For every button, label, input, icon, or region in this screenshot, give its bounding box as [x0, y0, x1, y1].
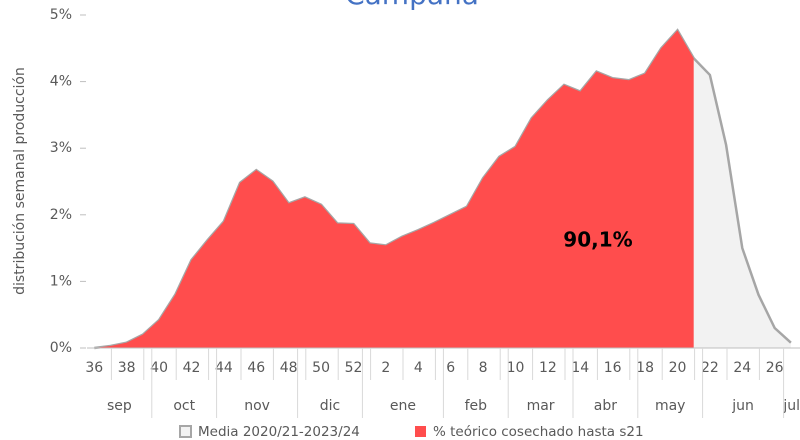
y-axis-label: distribución semanal producción	[12, 67, 28, 295]
x-tick-label: 10	[507, 360, 525, 376]
x-tick-label: 38	[118, 360, 136, 376]
area	[94, 30, 694, 349]
x-tick-label: 36	[85, 360, 103, 376]
x-tick-label: 22	[701, 360, 719, 376]
x-tick-label: 2	[381, 360, 390, 376]
y-tick-label: 5%	[50, 7, 72, 23]
month-label: jun	[731, 398, 754, 414]
x-tick-label: 8	[479, 360, 488, 376]
month-label: jul	[782, 398, 800, 414]
y-tick-label: 2%	[50, 207, 72, 223]
x-tick-label: 20	[669, 360, 687, 376]
month-label: abr	[594, 398, 617, 414]
y-tick-label: 3%	[50, 140, 72, 156]
x-tick-label: 40	[150, 360, 168, 376]
x-tick-label: 16	[604, 360, 622, 376]
x-tick-label: 48	[280, 360, 298, 376]
x-tick-label: 12	[539, 360, 557, 376]
month-label: dic	[320, 398, 340, 414]
x-tick-label: 44	[215, 360, 233, 376]
legend-label: Media 2020/21-2023/24	[198, 424, 360, 440]
x-tick-label: 50	[312, 360, 330, 376]
month-label: may	[655, 398, 686, 414]
legend-label: % teórico cosechado hasta s21	[433, 424, 644, 440]
x-tick-label: 42	[183, 360, 201, 376]
chart-title: Campaña	[345, 0, 479, 11]
legend-swatch	[415, 426, 426, 437]
month-label: ene	[390, 398, 416, 414]
y-tick-label: 1%	[50, 273, 72, 289]
x-tick-label: 24	[733, 360, 751, 376]
y-tick-label: 0%	[50, 340, 72, 356]
x-tick-label: 26	[766, 360, 784, 376]
month-label: feb	[465, 398, 488, 414]
legend-swatch	[179, 425, 192, 438]
month-label: mar	[527, 398, 555, 414]
x-tick-label: 46	[247, 360, 265, 376]
x-tick-label: 6	[446, 360, 455, 376]
month-label: oct	[173, 398, 195, 414]
month-label: sep	[107, 398, 132, 414]
x-tick-label: 18	[636, 360, 654, 376]
x-tick-label: 52	[345, 360, 363, 376]
x-tick-label: 4	[414, 360, 423, 376]
month-label: nov	[244, 398, 270, 414]
x-tick-label: 14	[571, 360, 589, 376]
annotation: 90,1%	[563, 228, 632, 252]
y-tick-label: 4%	[50, 74, 72, 90]
